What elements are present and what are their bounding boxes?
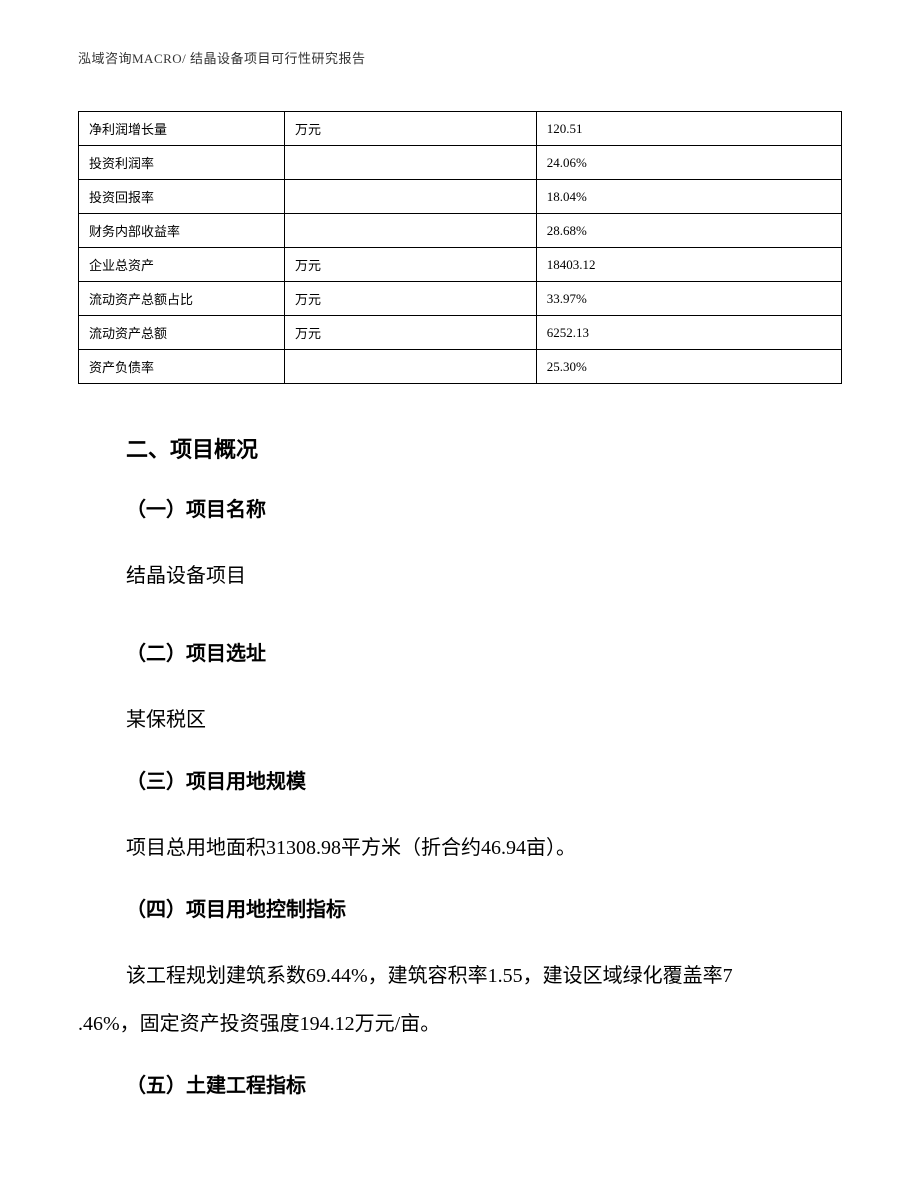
row-label: 流动资产总额占比 [79, 282, 285, 316]
document-body: 二、项目概况 （一）项目名称 结晶设备项目 （二）项目选址 某保税区 （三）项目… [78, 432, 842, 1104]
section-heading-main: 二、项目概况 [126, 432, 838, 464]
row-value: 18.04% [536, 180, 841, 214]
row-label: 投资回报率 [79, 180, 285, 214]
page-container: 泓域咨询MACRO/ 结晶设备项目可行性研究报告 净利润增长量 万元 120.5… [0, 0, 920, 1188]
table-row: 流动资产总额 万元 6252.13 [79, 316, 842, 350]
body-text-line1: 该工程规划建筑系数69.44%，建筑容积率1.55，建设区域绿化覆盖率7 [126, 965, 733, 987]
page-header: 泓域咨询MACRO/ 结晶设备项目可行性研究报告 [78, 48, 842, 67]
subsection-heading-3: （三）项目用地规模 [126, 764, 838, 800]
body-text: 项目总用地面积31308.98平方米（折合约46.94亩）。 [126, 824, 838, 872]
row-value: 6252.13 [536, 316, 841, 350]
subsection-heading-5: （五）土建工程指标 [126, 1068, 838, 1104]
row-label: 资产负债率 [79, 350, 285, 384]
row-unit: 万元 [285, 282, 537, 316]
subsection-heading-1: （一）项目名称 [126, 492, 838, 528]
row-unit: 万元 [285, 112, 537, 146]
row-unit: 万元 [285, 248, 537, 282]
row-value: 33.97% [536, 282, 841, 316]
row-label: 流动资产总额 [79, 316, 285, 350]
row-unit [285, 350, 537, 384]
table-row: 流动资产总额占比 万元 33.97% [79, 282, 842, 316]
row-unit: 万元 [285, 316, 537, 350]
row-value: 24.06% [536, 146, 841, 180]
row-value: 25.30% [536, 350, 841, 384]
table-row: 净利润增长量 万元 120.51 [79, 112, 842, 146]
row-unit [285, 214, 537, 248]
body-text: 该工程规划建筑系数69.44%，建筑容积率1.55，建设区域绿化覆盖率7 [126, 952, 838, 1000]
row-value: 120.51 [536, 112, 841, 146]
row-label: 财务内部收益率 [79, 214, 285, 248]
body-text: 结晶设备项目 [126, 552, 838, 600]
table-row: 投资利润率 24.06% [79, 146, 842, 180]
table-row: 投资回报率 18.04% [79, 180, 842, 214]
table-row: 资产负债率 25.30% [79, 350, 842, 384]
subsection-heading-4: （四）项目用地控制指标 [126, 892, 838, 928]
row-unit [285, 146, 537, 180]
subsection-heading-2: （二）项目选址 [126, 636, 838, 672]
body-text: 某保税区 [126, 696, 838, 744]
table-row: 企业总资产 万元 18403.12 [79, 248, 842, 282]
financial-data-table: 净利润增长量 万元 120.51 投资利润率 24.06% 投资回报率 18.0… [78, 111, 842, 384]
row-label: 企业总资产 [79, 248, 285, 282]
body-text-line2: .46%，固定资产投资强度194.12万元/亩。 [78, 1013, 440, 1035]
row-label: 投资利润率 [79, 146, 285, 180]
row-value: 28.68% [536, 214, 841, 248]
row-value: 18403.12 [536, 248, 841, 282]
row-label: 净利润增长量 [79, 112, 285, 146]
body-text-continuation: .46%，固定资产投资强度194.12万元/亩。 [78, 1000, 838, 1048]
row-unit [285, 180, 537, 214]
table-row: 财务内部收益率 28.68% [79, 214, 842, 248]
